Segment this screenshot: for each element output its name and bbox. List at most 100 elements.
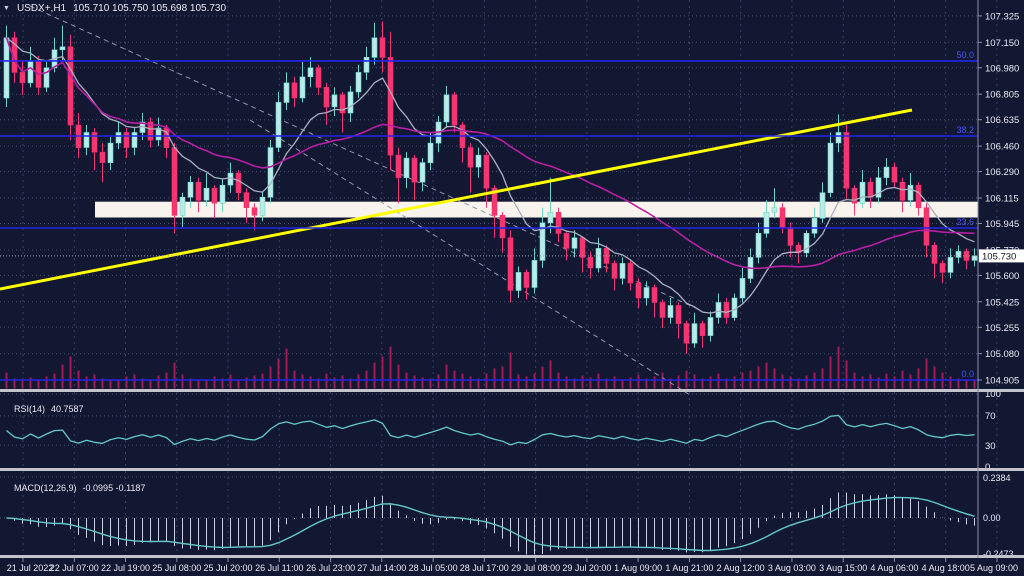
bear-candle: [123, 132, 130, 148]
panel-separator[interactable]: [0, 389, 1024, 392]
bear-candle: [467, 147, 474, 168]
bear-candle: [899, 181, 906, 201]
bear-candle: [915, 184, 922, 209]
bear-candle: [779, 207, 786, 228]
bear-candle: [491, 187, 498, 216]
bull-candle: [363, 56, 370, 73]
bull-candle: [203, 187, 210, 201]
bull-candle: [763, 212, 770, 234]
rsi-line: [6, 414, 975, 446]
macd-axis-label: 0.2384: [983, 473, 1011, 483]
bear-candle: [339, 94, 346, 114]
fib-label: 0.0: [961, 369, 974, 379]
time-axis-label: 29 Jul 20:00: [562, 563, 611, 573]
bull-candle: [859, 181, 866, 204]
bull-candle: [179, 196, 186, 216]
macd-axis-label: -0.2473: [983, 549, 1014, 559]
bull-candle: [803, 233, 810, 254]
panel-separator[interactable]: [0, 468, 1024, 471]
bear-candle: [555, 212, 562, 234]
bull-candle: [27, 61, 34, 84]
bear-candle: [195, 181, 202, 201]
bear-candle: [587, 257, 594, 269]
macd-axis-label: 0.00: [983, 513, 1001, 523]
panel-separator[interactable]: [0, 555, 1024, 558]
bull-candle: [539, 222, 546, 261]
price-axis-label: 107.150: [985, 38, 1019, 49]
bull-candle: [707, 317, 714, 336]
bear-candle: [699, 323, 706, 336]
bear-candle: [843, 132, 850, 189]
macd-signal-line: [6, 496, 975, 552]
bull-candle: [3, 37, 10, 99]
rsi-axis-label: 70: [985, 411, 996, 422]
bear-candle: [483, 154, 490, 189]
price-axis-label: 105.255: [985, 323, 1019, 334]
price-axis-label: 106.460: [985, 142, 1019, 153]
bear-candle: [211, 187, 218, 204]
bull-candle: [739, 278, 746, 299]
bear-candle: [931, 245, 938, 264]
fibonacci-levels[interactable]: 50.0 38.2 23.6 0.0: [0, 50, 978, 381]
time-axis-label: 3 Aug 03:00: [768, 563, 816, 573]
bull-candle: [955, 251, 962, 258]
bear-candle: [627, 263, 634, 284]
bear-candle: [235, 172, 242, 194]
price-axis-label: 106.635: [985, 115, 1019, 126]
bull-candle: [715, 302, 722, 318]
time-axis-label: 5 Aug 09:00: [970, 563, 1018, 573]
time-axis-label: 25 Jul 08:00: [152, 563, 201, 573]
time-axis-label: 1 Aug 09:00: [614, 563, 662, 573]
bear-candle: [323, 87, 330, 108]
descending-dashed-trendline-2: [249, 119, 691, 396]
time-axis-label: 3 Aug 15:00: [819, 563, 867, 573]
bull-candle: [307, 67, 314, 78]
bear-candle: [635, 282, 642, 299]
ascending-yellow-trendline[interactable]: [0, 108, 913, 291]
vertical-gridlines: [22, 0, 998, 562]
bear-candle: [563, 233, 570, 249]
bull-candle: [875, 177, 882, 198]
bull-candle: [331, 94, 338, 108]
bull-candle: [43, 67, 50, 88]
bull-candle: [571, 237, 578, 249]
time-axis-label: 26 Jul 23:00: [306, 563, 355, 573]
bull-candle: [595, 248, 602, 269]
bull-candle: [59, 46, 66, 51]
price-axis-label: 106.115: [985, 194, 1019, 205]
price-axis-label: 106.805: [985, 90, 1019, 101]
rsi-axis-label: 100: [985, 389, 1001, 400]
rsi-axis-label: 0: [985, 462, 990, 473]
bull-candle: [971, 255, 978, 261]
bull-candle: [267, 147, 274, 198]
price-axis-label: 104.905: [985, 376, 1019, 387]
price-axis-label: 105.945: [985, 219, 1019, 230]
bear-candle: [659, 302, 666, 318]
macd-histogram: [14, 492, 975, 555]
time-axis-label: 4 Aug 18:00: [922, 563, 970, 573]
price-axis-label: 105.425: [985, 297, 1019, 308]
bull-candle: [643, 287, 650, 299]
rsi-axis-label: 30: [985, 441, 996, 452]
bull-candle: [835, 132, 842, 144]
price-axis[interactable]: 107.325 107.150 106.980 106.805 106.635 106.4…: [0, 11, 1019, 387]
bull-candle: [419, 162, 426, 183]
bull-candle: [811, 218, 818, 234]
bull-candle: [619, 263, 626, 279]
bear-candle: [787, 227, 794, 246]
bear-candle: [683, 323, 690, 344]
bear-candle: [499, 215, 506, 239]
bear-candle: [147, 121, 154, 141]
bull-candle: [259, 196, 266, 216]
resistance-zone-rectangle[interactable]: [95, 201, 978, 218]
bull-candle: [355, 72, 362, 93]
bear-candle: [939, 263, 946, 273]
time-axis-label: 22 Jul 07:00: [50, 563, 99, 573]
time-axis-label: 2 Aug 12:00: [717, 563, 765, 573]
bear-candle: [451, 94, 458, 126]
bear-candle: [91, 132, 98, 153]
bull-candle: [403, 157, 410, 179]
